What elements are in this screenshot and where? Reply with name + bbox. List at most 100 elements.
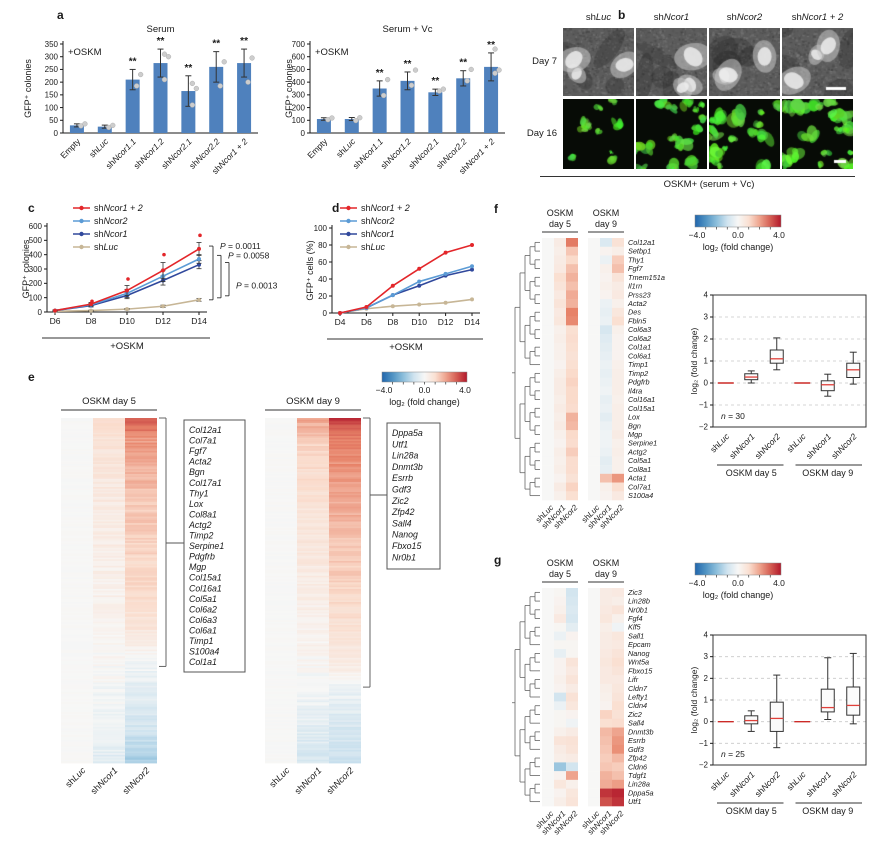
replicate-dot <box>137 71 144 78</box>
svg-text:Empty: Empty <box>305 136 330 161</box>
svg-text:Il1rn: Il1rn <box>628 282 642 291</box>
svg-text:P = 0.0058: P = 0.0058 <box>228 250 270 260</box>
svg-text:Zfp42: Zfp42 <box>391 507 415 517</box>
micrograph-col-label: shNcor1 <box>653 12 690 23</box>
svg-text:D10: D10 <box>119 316 135 326</box>
svg-text:−4.0: −4.0 <box>689 578 706 588</box>
svg-text:Zfp42: Zfp42 <box>627 754 647 763</box>
svg-text:GFP⁺ colonies: GFP⁺ colonies <box>284 59 294 118</box>
replicate-dot <box>133 83 140 89</box>
heatmap-panel-g: Zic3Lin28bNr0b1Fgf4Klf5Sall1EpcamNanogWn… <box>512 558 654 836</box>
svg-text:S100a4: S100a4 <box>189 647 219 657</box>
svg-text:Cldn4: Cldn4 <box>628 701 647 710</box>
svg-text:400: 400 <box>29 250 43 259</box>
bar-chart-serum: Serum +OSKM GFP⁺ colonies 0 50 100 150 200 250 30… <box>23 24 258 176</box>
bar-chart-serum-vc: Serum + Vc +OSKM GFP⁺ colonies 0 100 200 300 40… <box>284 24 505 176</box>
svg-text:P = 0.0011: P = 0.0011 <box>220 241 261 251</box>
svg-text:D10: D10 <box>411 317 427 327</box>
heatmap-panel-f: Col12a1Setbp1Thy1Fgf7Tmem151aIl1rnPrss23… <box>512 208 665 530</box>
svg-text:Il4ra: Il4ra <box>628 386 642 395</box>
panel-b-underline <box>540 176 855 177</box>
svg-text:2: 2 <box>704 674 709 683</box>
svg-text:4: 4 <box>704 291 709 300</box>
replicate-dot <box>384 76 391 83</box>
replicate-dot <box>110 122 116 129</box>
panel-label-d: d <box>332 201 340 215</box>
svg-text:100: 100 <box>29 293 43 302</box>
svg-text:2: 2 <box>704 335 709 344</box>
svg-text:0.0: 0.0 <box>732 230 744 240</box>
svg-text:Fgf4: Fgf4 <box>628 614 643 623</box>
svg-text:shNcor1: shNcor1 <box>89 765 120 796</box>
svg-text:D6: D6 <box>50 316 61 326</box>
replicate-dot <box>492 70 498 76</box>
svg-text:Fbxo15: Fbxo15 <box>392 541 421 551</box>
svg-text:0: 0 <box>301 129 306 138</box>
svg-text:−2: −2 <box>699 761 709 770</box>
micrograph-col-label: shNcor1 + 2 <box>791 12 844 23</box>
svg-text:Zic2: Zic2 <box>391 496 409 506</box>
svg-text:3: 3 <box>704 652 709 661</box>
svg-text:shNcor2: shNcor2 <box>94 216 128 226</box>
svg-text:4.0: 4.0 <box>773 230 785 240</box>
svg-text:Tmem151a: Tmem151a <box>628 273 665 282</box>
svg-text:GFP⁺ colonies: GFP⁺ colonies <box>21 239 31 298</box>
svg-text:−1: −1 <box>699 401 709 410</box>
svg-text:shLuc: shLuc <box>708 769 732 793</box>
svg-text:300: 300 <box>29 265 43 274</box>
replicate-dot <box>412 67 419 73</box>
svg-text:Nr0b1: Nr0b1 <box>628 605 648 614</box>
svg-text:day 5: day 5 <box>549 219 571 229</box>
svg-text:Fbln5: Fbln5 <box>628 316 647 325</box>
panel-label-a: a <box>57 8 64 22</box>
svg-text:Col15a1: Col15a1 <box>628 404 655 413</box>
svg-text:**: ** <box>129 56 137 67</box>
svg-text:log₂ (fold change): log₂ (fold change) <box>689 328 699 395</box>
svg-text:+OSKM: +OSKM <box>68 47 102 58</box>
svg-text:shNcor2: shNcor2 <box>325 765 356 796</box>
svg-text:0.0: 0.0 <box>732 578 744 588</box>
svg-text:200: 200 <box>29 279 43 288</box>
svg-text:shNcor2: shNcor2 <box>829 769 859 799</box>
svg-text:100: 100 <box>314 224 328 233</box>
svg-text:600: 600 <box>29 222 43 231</box>
svg-text:500: 500 <box>29 236 43 245</box>
svg-text:−4.0: −4.0 <box>689 230 706 240</box>
replicate-dot <box>189 102 196 108</box>
svg-text:Col16a1: Col16a1 <box>628 395 655 404</box>
panel-label-c: c <box>28 201 35 215</box>
colorbar <box>694 214 782 228</box>
svg-text:D4: D4 <box>335 317 346 327</box>
svg-text:Serum: Serum <box>147 24 175 35</box>
svg-text:Actg2: Actg2 <box>188 520 212 530</box>
outlier-dot <box>198 233 202 238</box>
svg-text:day 9: day 9 <box>595 569 617 579</box>
svg-text:shLuc: shLuc <box>87 136 111 160</box>
series-line <box>54 258 200 312</box>
svg-text:Epcam: Epcam <box>628 640 651 649</box>
svg-text:3: 3 <box>704 313 709 322</box>
svg-text:60: 60 <box>318 258 327 267</box>
svg-text:Acta1: Acta1 <box>627 474 647 483</box>
svg-text:Bgn: Bgn <box>628 421 641 430</box>
svg-text:S100a4: S100a4 <box>628 491 653 500</box>
svg-text:shNcor1 + 2: shNcor1 + 2 <box>94 203 143 213</box>
svg-text:Serum + Vc: Serum + Vc <box>383 24 433 35</box>
svg-text:Lifr: Lifr <box>628 675 639 684</box>
panel-label-f: f <box>494 202 498 216</box>
svg-text:Dppa5a: Dppa5a <box>628 788 654 797</box>
svg-text:Cldn7: Cldn7 <box>628 684 648 693</box>
svg-text:Lin28b: Lin28b <box>628 597 650 606</box>
svg-text:Lin28a: Lin28a <box>628 780 650 789</box>
replicate-dot <box>221 59 227 65</box>
micrograph-day7-shncor12 <box>782 28 853 96</box>
outlier-dot <box>90 299 94 304</box>
box <box>769 701 784 732</box>
svg-text:Timp1: Timp1 <box>189 636 213 646</box>
svg-text:shLuc: shLuc <box>63 765 87 789</box>
bar <box>400 80 415 133</box>
svg-text:Col15a1: Col15a1 <box>189 573 222 583</box>
svg-text:Dnmt3b: Dnmt3b <box>628 727 654 736</box>
bar <box>316 119 331 133</box>
